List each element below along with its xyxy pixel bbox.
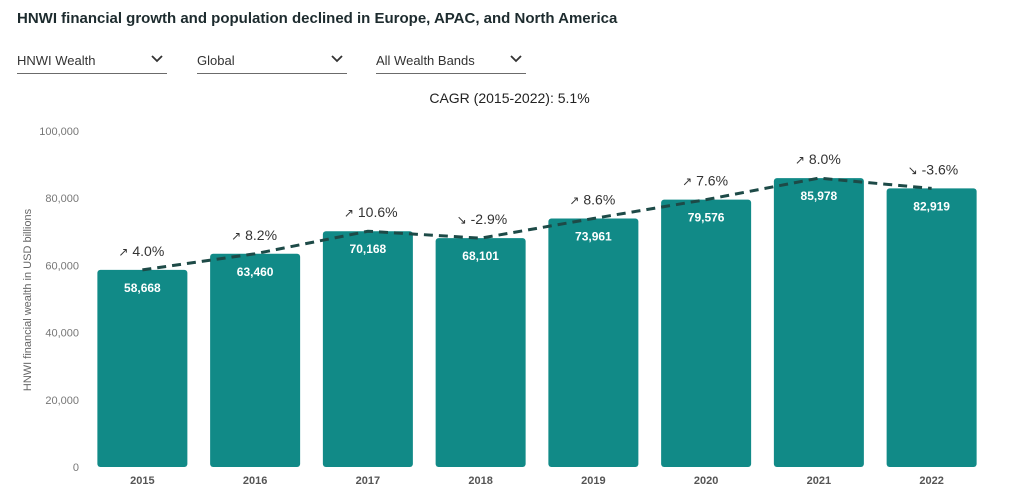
region-dropdown-value: Global: [197, 53, 235, 68]
bar-value-label: 68,101: [462, 249, 499, 263]
chevron-down-icon: [331, 55, 343, 63]
y-tick-label: 0: [73, 462, 79, 474]
wealth-band-dropdown-value: All Wealth Bands: [376, 53, 475, 68]
trend-line: [142, 176, 932, 272]
bar-value-label: 63,460: [237, 265, 274, 279]
x-tick-label: 2015: [130, 475, 154, 487]
growth-arrow-icon: ↘: [457, 213, 467, 227]
cagr-subtitle: CAGR (2015-2022): 5.1%: [429, 90, 590, 106]
bar: [97, 269, 188, 467]
bar: [210, 253, 301, 467]
growth-label: 8.6%: [583, 191, 615, 207]
x-tick-label: 2021: [807, 475, 831, 487]
bar-value-label: 79,576: [688, 211, 725, 225]
bar: [322, 231, 413, 467]
bar-value-label: 73,961: [575, 229, 612, 243]
x-tick-label: 2022: [919, 475, 943, 487]
growth-arrow-icon: ↗: [118, 245, 128, 259]
y-tick-label: 60,000: [45, 260, 79, 272]
chart-title: HNWI financial growth and population dec…: [17, 10, 618, 27]
y-tick-label: 20,000: [45, 395, 79, 407]
bar: [548, 218, 639, 467]
x-tick-label: 2020: [694, 475, 718, 487]
bar-value-label: 85,978: [801, 189, 838, 203]
x-tick-label: 2018: [468, 475, 492, 487]
chevron-down-icon: [151, 55, 163, 63]
growth-arrow-icon: ↗: [569, 193, 579, 207]
wealth-band-dropdown[interactable]: All Wealth Bands: [376, 48, 526, 74]
bar: [886, 188, 977, 468]
growth-arrow-icon: ↗: [682, 175, 692, 189]
bar: [773, 178, 864, 467]
growth-label: -2.9%: [471, 211, 508, 227]
growth-label: 7.6%: [696, 173, 728, 189]
y-tick-label: 40,000: [45, 328, 79, 340]
chevron-down-icon: [510, 55, 522, 63]
bar: [435, 238, 526, 467]
y-tick-label: 100,000: [39, 126, 79, 138]
growth-label: -3.6%: [922, 161, 959, 177]
growth-label: 8.0%: [809, 151, 841, 167]
growth-arrow-icon: ↘: [908, 163, 918, 177]
bar: [661, 199, 752, 467]
growth-label: 10.6%: [358, 204, 398, 220]
metric-dropdown-value: HNWI Wealth: [17, 53, 96, 68]
x-tick-label: 2017: [356, 475, 380, 487]
region-dropdown[interactable]: Global: [197, 48, 347, 74]
metric-dropdown[interactable]: HNWI Wealth: [17, 48, 167, 74]
bar-value-label: 82,919: [913, 199, 950, 213]
growth-arrow-icon: ↗: [344, 206, 354, 220]
x-tick-label: 2016: [243, 475, 267, 487]
bar-value-label: 58,668: [124, 281, 161, 295]
growth-arrow-icon: ↗: [231, 229, 241, 243]
growth-label: 8.2%: [245, 227, 277, 243]
y-tick-label: 80,000: [45, 193, 79, 205]
growth-arrow-icon: ↗: [795, 153, 805, 167]
x-tick-label: 2019: [581, 475, 605, 487]
bar-value-label: 70,168: [350, 242, 387, 256]
growth-label: 4.0%: [132, 243, 164, 259]
